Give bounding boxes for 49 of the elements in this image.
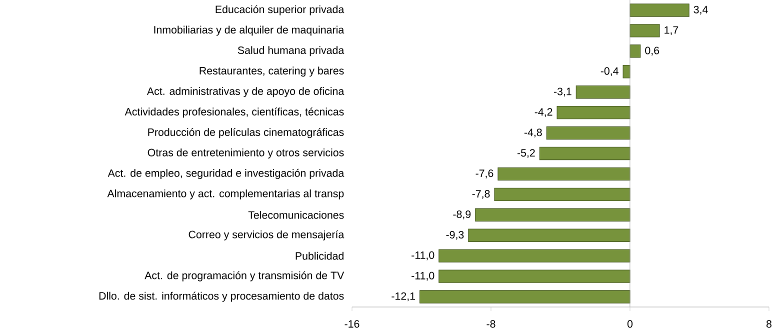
bar (630, 44, 641, 58)
data-label: 1,7 (664, 26, 678, 36)
data-label: -3,1 (554, 88, 572, 96)
data-label: -12,1 (392, 292, 415, 302)
bar (419, 290, 630, 304)
y-tick-label: Producción de películas cinematográficas (148, 128, 344, 138)
x-tick-label: 8 (766, 320, 772, 328)
x-tick-label: 0 (627, 320, 633, 328)
bar (556, 106, 630, 120)
data-label: 0,6 (645, 46, 660, 56)
bar (438, 249, 630, 262)
data-label: -0,4 (600, 67, 618, 76)
bar (438, 270, 630, 283)
bar (576, 85, 630, 99)
data-label: -5,2 (517, 149, 535, 158)
y-tick-label: Dllo. de sist. informáticos y procesamiento de datos (99, 292, 344, 302)
data-label: -4,2 (534, 108, 552, 117)
y-tick-label: Actividades profesionales, científicas, técnicas (124, 108, 344, 118)
y-tick-label: Act. de programación y transmisión de TV (144, 271, 344, 282)
y-tick-label: Educación superior privada (216, 5, 344, 16)
x-tick-label: -8 (486, 320, 496, 328)
y-tick-label: Restaurantes, catering y bares (200, 66, 344, 77)
x-tick-label: -16 (344, 320, 360, 328)
data-label: -8,9 (453, 210, 471, 220)
data-label: -9,3 (446, 230, 464, 240)
y-tick-label: Inmobiliarias y de alquiler de maquinaria (154, 26, 344, 36)
data-label: -11,0 (412, 272, 434, 281)
data-label: -4,8 (524, 128, 542, 138)
bar (622, 65, 630, 78)
data-label: -7,6 (476, 170, 494, 178)
data-label: 3,4 (694, 6, 708, 15)
bar (468, 228, 630, 242)
bar (494, 188, 630, 202)
bar (630, 24, 660, 38)
y-tick-label: Salud humana privada (238, 46, 344, 56)
bar (539, 146, 630, 160)
y-tick-label: Otras de entretenimiento y otros servicios (148, 148, 344, 158)
y-tick-label: Publicidad (296, 252, 344, 260)
bar (475, 208, 630, 222)
y-tick-label: Almacenamiento y act. complementarias al transp (107, 189, 344, 200)
data-label: -7,8 (472, 190, 490, 199)
data-label: -11,0 (412, 251, 434, 260)
y-tick-label: Act. de empleo, seguridad e investigación privada (108, 168, 344, 179)
y-tick-label: Telecomunicaciones (248, 210, 344, 219)
bar (498, 167, 630, 181)
bar (546, 126, 630, 140)
y-tick-label: Correo y servicios de mensajería (188, 230, 344, 240)
bar (630, 4, 690, 17)
y-tick-label: Act. administrativas y de apoyo de oficina (146, 87, 344, 98)
